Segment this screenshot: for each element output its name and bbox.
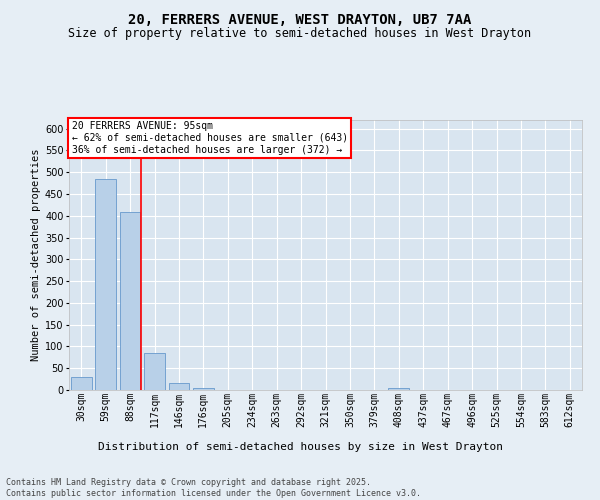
Bar <box>95 179 116 390</box>
Text: Contains HM Land Registry data © Crown copyright and database right 2025.
Contai: Contains HM Land Registry data © Crown c… <box>6 478 421 498</box>
Text: Size of property relative to semi-detached houses in West Drayton: Size of property relative to semi-detach… <box>68 28 532 40</box>
Text: 20, FERRERS AVENUE, WEST DRAYTON, UB7 7AA: 20, FERRERS AVENUE, WEST DRAYTON, UB7 7A… <box>128 12 472 26</box>
Text: Distribution of semi-detached houses by size in West Drayton: Distribution of semi-detached houses by … <box>97 442 503 452</box>
Bar <box>71 377 92 390</box>
Bar <box>388 388 409 390</box>
Bar <box>193 388 214 390</box>
Bar <box>144 353 165 390</box>
Text: 20 FERRERS AVENUE: 95sqm
← 62% of semi-detached houses are smaller (643)
36% of : 20 FERRERS AVENUE: 95sqm ← 62% of semi-d… <box>71 122 347 154</box>
Y-axis label: Number of semi-detached properties: Number of semi-detached properties <box>31 149 41 361</box>
Bar <box>169 384 190 390</box>
Bar <box>119 212 140 390</box>
